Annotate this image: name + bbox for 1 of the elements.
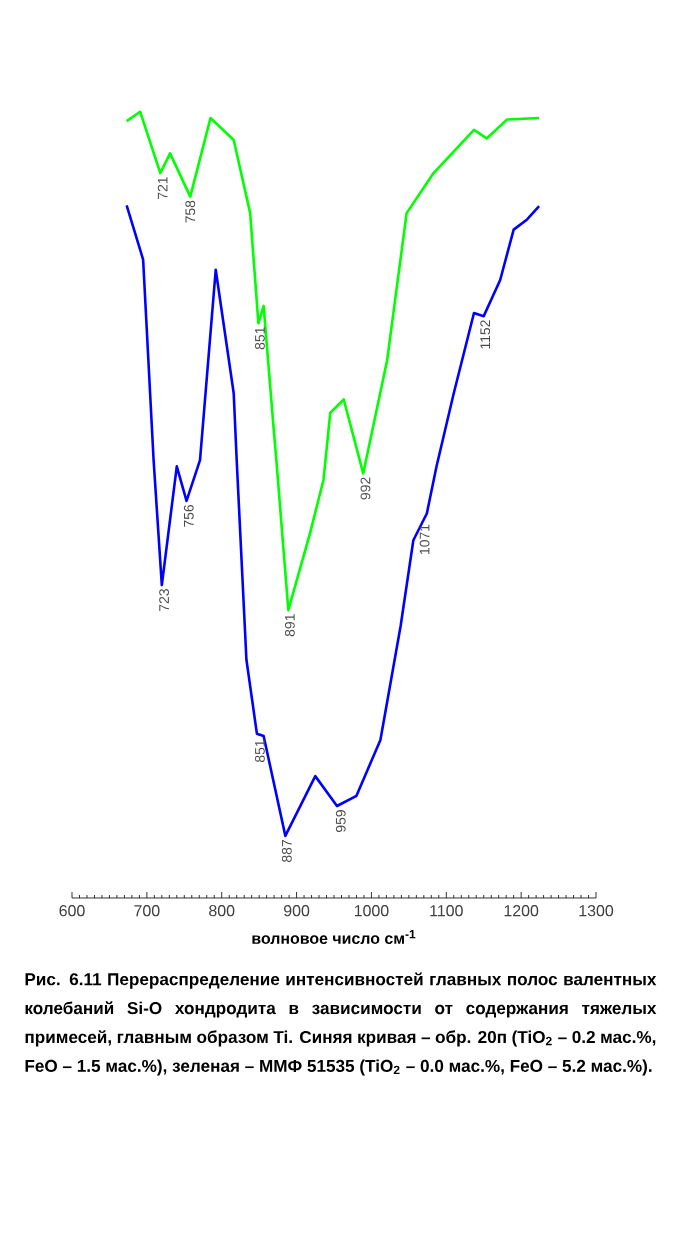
text: Рис. 6.11 Перераспределение интенсивностей главных полос валентных колебаний Si-O хондродита в зависимости от содержания тяжелых примесей, главным образом Ti. Синяя кривая – обр. 20п (TiO$_{2}$ – 0.2 мас.%, FeO – 1.5 мас.%), зеленая – ММФ 51535 (TiO$_{2}$ – 0.0 мас.%, FeO – 5.2 мас.%).: [25, 972, 657, 1076]
